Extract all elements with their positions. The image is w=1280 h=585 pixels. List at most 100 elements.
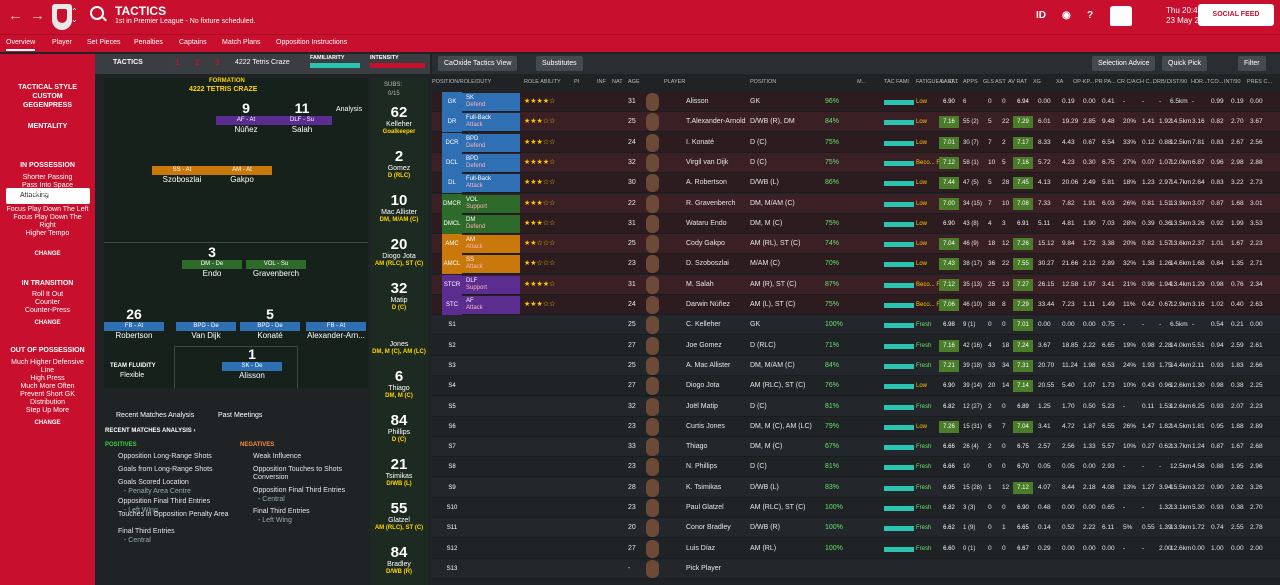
recent-analysis-heading[interactable]: RECENT MATCHES ANALYSIS › bbox=[105, 428, 196, 434]
column-header[interactable]: INF bbox=[597, 79, 606, 85]
position-slot[interactable]: S9 bbox=[448, 484, 456, 491]
column-header[interactable]: PLAYER bbox=[664, 79, 686, 85]
position-slot[interactable]: STCR bbox=[442, 274, 462, 295]
tactical-style-value2[interactable]: GEGENPRESS bbox=[22, 102, 72, 109]
selection-advice-button[interactable]: Selection Advice bbox=[1092, 56, 1156, 71]
table-row[interactable]: S12 27 Luis Díaz AM (RL) 100% Fresh 6.60 0 (1) 0… bbox=[432, 538, 1280, 559]
pitch-player[interactable]: 9 AF - At Núñez bbox=[216, 100, 276, 134]
column-header[interactable]: TAC FAMI bbox=[884, 79, 909, 85]
position-slot[interactable]: S6 bbox=[448, 423, 456, 430]
sub-player[interactable]: 2 Gomez D (RLC) bbox=[370, 148, 428, 179]
player-name[interactable]: Alisson bbox=[686, 98, 709, 105]
world-icon[interactable]: ◉ bbox=[1062, 10, 1071, 21]
position-slot[interactable]: STC bbox=[442, 295, 462, 315]
sub-player[interactable]: Jones DM, M (C), AM (LC) bbox=[370, 324, 428, 355]
player-name[interactable]: Darwin Núñez bbox=[686, 301, 730, 308]
column-header[interactable]: AV RAT bbox=[1008, 79, 1028, 85]
player-name[interactable]: Joe Gomez bbox=[686, 341, 722, 349]
date-display[interactable]: Thu 20:45 23 May 2024 bbox=[1166, 6, 1212, 26]
table-row[interactable]: S10 23 Paul Glatzel AM (RLC), ST (C) 100% Fre… bbox=[432, 498, 1280, 518]
player-name[interactable]: T.Alexander-Arnold bbox=[686, 118, 746, 126]
table-row[interactable]: DL Full-Back Attack ★★★☆☆ 30 A. Robertson D/WB… bbox=[432, 173, 1280, 194]
role-duty[interactable]: BPD Defend bbox=[462, 133, 520, 152]
sub-player[interactable]: 62 Kelleher Goalkeeper bbox=[370, 104, 428, 135]
club-menu-chevron-icon[interactable]: ⌃ ⌄ bbox=[71, 7, 78, 24]
role-duty[interactable]: SK Defend bbox=[462, 93, 520, 111]
player-name[interactable]: Paul Glatzel bbox=[686, 504, 724, 511]
position-slot[interactable]: S7 bbox=[448, 444, 456, 451]
player-name[interactable]: K. Tsimikas bbox=[686, 483, 722, 491]
position-slot[interactable]: DMCL bbox=[442, 213, 462, 234]
sub-player[interactable]: 55 Glatzel AM (RLC), ST (C) bbox=[370, 500, 428, 531]
position-slot[interactable]: S10 bbox=[446, 505, 458, 511]
position-slot[interactable]: S12 bbox=[446, 545, 458, 552]
role-duty[interactable]: DM Defend bbox=[462, 214, 520, 233]
table-row[interactable]: S5 32 Joël Matip D (C) 81% Fresh 6.82 12 (27) 2 0… bbox=[432, 396, 1280, 417]
table-row[interactable]: S6 23 Curtis Jones DM, M (C), AM (LC) 79% Low… bbox=[432, 416, 1280, 437]
position-slot[interactable]: S13 bbox=[446, 565, 458, 572]
player-name[interactable]: Wataru Endo bbox=[686, 219, 727, 227]
table-row[interactable]: STC AF Attack ★★★☆☆ 24 Darwin Núñez AM (L), ST… bbox=[432, 295, 1280, 315]
table-row[interactable]: S2 27 Joe Gomez D (RLC) 71% Fresh 7.16 42 (16) 4… bbox=[432, 335, 1280, 356]
change-in-transition-button[interactable]: CHANGE bbox=[34, 320, 61, 326]
change-in-possession-button[interactable]: CHANGE bbox=[34, 251, 61, 257]
player-name[interactable]: Cody Gakpo bbox=[686, 240, 725, 248]
slot-1[interactable]: 1 bbox=[175, 58, 180, 67]
role-duty[interactable]: BPD Defend bbox=[462, 153, 520, 172]
help-icon[interactable]: ? bbox=[1087, 10, 1094, 21]
role-duty[interactable]: AF Attack bbox=[462, 296, 520, 314]
change-out-of-possession-button[interactable]: CHANGE bbox=[34, 420, 61, 426]
column-header[interactable]: AV RAT bbox=[939, 79, 959, 85]
tab-overview[interactable]: Overview bbox=[6, 39, 36, 51]
player-name[interactable]: A. Mac Allister bbox=[686, 361, 731, 369]
column-header[interactable]: XA bbox=[1056, 79, 1064, 85]
sub-player[interactable]: 84 Bradley D/WB (R) bbox=[370, 544, 428, 575]
column-header[interactable]: GLS bbox=[983, 79, 995, 85]
role-duty[interactable]: DLF Support bbox=[462, 275, 520, 294]
role-duty[interactable]: AM Attack bbox=[462, 235, 520, 254]
pitch-player[interactable]: 26 FB - At Robertson bbox=[104, 306, 164, 340]
table-row[interactable]: S3 25 A. Mac Allister DM, M/AM (C) 84% Fresh 7… bbox=[432, 355, 1280, 376]
club-crest-icon[interactable] bbox=[52, 4, 72, 30]
tab-match-plans[interactable]: Match Plans bbox=[222, 39, 261, 46]
column-header[interactable]: INT/90 bbox=[1224, 79, 1241, 85]
sub-player[interactable]: 32 Matip D (C) bbox=[370, 280, 428, 311]
mentality-select[interactable]: Attacking bbox=[6, 188, 90, 204]
player-name[interactable]: Pick Player bbox=[686, 564, 722, 572]
column-header[interactable]: CR C/A bbox=[1117, 79, 1136, 85]
column-header[interactable]: PI bbox=[574, 79, 580, 85]
position-slot[interactable]: S4 bbox=[448, 383, 456, 390]
player-name[interactable]: Thiago bbox=[686, 443, 708, 451]
table-row[interactable]: AMC AM Attack ★★☆☆☆ 25 Cody Gakpo AM (RL), ST … bbox=[432, 234, 1280, 255]
table-row[interactable]: S8 23 N. Phillips D (C) 81% Fresh 6.66 10 0 0 0.05… bbox=[432, 457, 1280, 478]
table-row[interactable]: S13 - Pick Player bbox=[432, 558, 1280, 579]
tab-recent-matches[interactable]: Recent Matches Analysis bbox=[116, 412, 195, 419]
column-header[interactable]: ROLE ABILITY bbox=[524, 79, 561, 85]
player-name[interactable]: C. Kelleher bbox=[686, 321, 721, 329]
table-row[interactable]: DCR BPD Defend ★★★☆☆ 24 I. Konaté D (C) 75% Low 7… bbox=[432, 132, 1280, 153]
tab-set-pieces[interactable]: Set Pieces bbox=[87, 39, 121, 46]
player-name[interactable]: N. Phillips bbox=[686, 463, 718, 471]
column-header[interactable]: POSITION bbox=[750, 79, 777, 85]
column-header[interactable]: CH C... bbox=[1136, 79, 1155, 85]
player-name[interactable]: D. Szoboszlai bbox=[686, 260, 729, 268]
tab-opposition-instructions[interactable]: Opposition Instructions bbox=[276, 39, 348, 46]
pitch-player[interactable]: 11 DLF - Su Salah bbox=[272, 100, 332, 134]
position-slot[interactable]: AMCL bbox=[442, 254, 462, 275]
column-header[interactable]: TCO... bbox=[1207, 79, 1224, 85]
column-header[interactable]: APPS bbox=[963, 79, 978, 85]
column-header[interactable]: AGE bbox=[628, 79, 640, 85]
tab-captains[interactable]: Captains bbox=[179, 39, 207, 46]
pitch-player[interactable]: BPD - De Van Dijk bbox=[176, 306, 236, 340]
column-header[interactable]: DIST/90 bbox=[1167, 79, 1188, 85]
position-slot[interactable]: S3 bbox=[448, 362, 456, 369]
sub-player[interactable]: 20 Diogo Jota AM (RLC), ST (C) bbox=[370, 236, 428, 267]
player-name[interactable]: R. Gravenberch bbox=[686, 199, 736, 207]
column-header[interactable]: AST bbox=[995, 79, 1006, 85]
back-icon[interactable]: ← bbox=[8, 7, 23, 24]
role-duty[interactable]: Full-Back Attack bbox=[462, 174, 520, 193]
pitch-player[interactable]: 5 BPD - De Konaté bbox=[240, 306, 300, 340]
table-row[interactable]: S7 33 Thiago DM, M (C) 67% Fresh 6.66 26 (4) 2 0 2… bbox=[432, 437, 1280, 458]
position-slot[interactable]: DMCR bbox=[442, 193, 462, 214]
column-header[interactable]: OP-KP... bbox=[1073, 79, 1094, 85]
